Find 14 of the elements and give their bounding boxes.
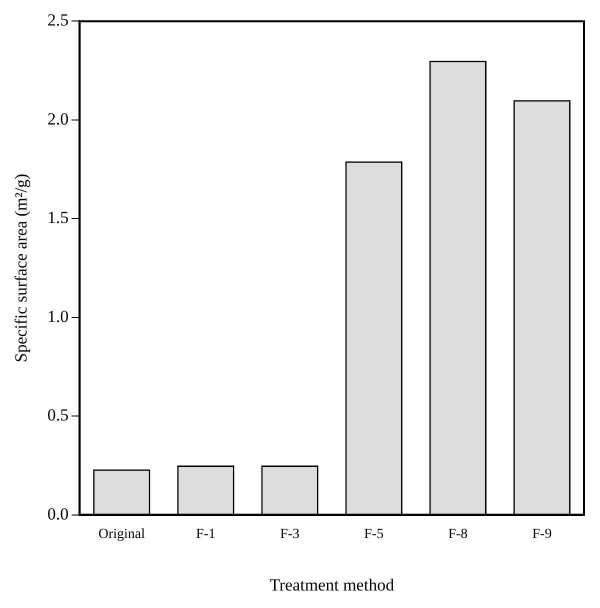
- y-tick-label: 2.0: [47, 109, 69, 128]
- y-tick-label: 0.0: [47, 504, 69, 524]
- x-tick-label: F-9: [532, 526, 552, 542]
- x-tick-label: Original: [98, 526, 146, 542]
- y-tick-label: 1.5: [47, 208, 69, 228]
- x-tick-label: F-5: [364, 526, 384, 542]
- y-tick-label: 2.5: [47, 10, 69, 30]
- x-tick-label: F-8: [448, 526, 468, 542]
- y-tick-label: 1.0: [47, 306, 69, 326]
- x-axis-title: Treatment method: [270, 575, 395, 594]
- x-tick-label: F-3: [280, 526, 300, 542]
- x-tick-label: F-1: [196, 526, 216, 542]
- y-tick-label: 0.5: [47, 406, 69, 425]
- y-axis-title: Specific surface area (m²/g): [12, 174, 31, 362]
